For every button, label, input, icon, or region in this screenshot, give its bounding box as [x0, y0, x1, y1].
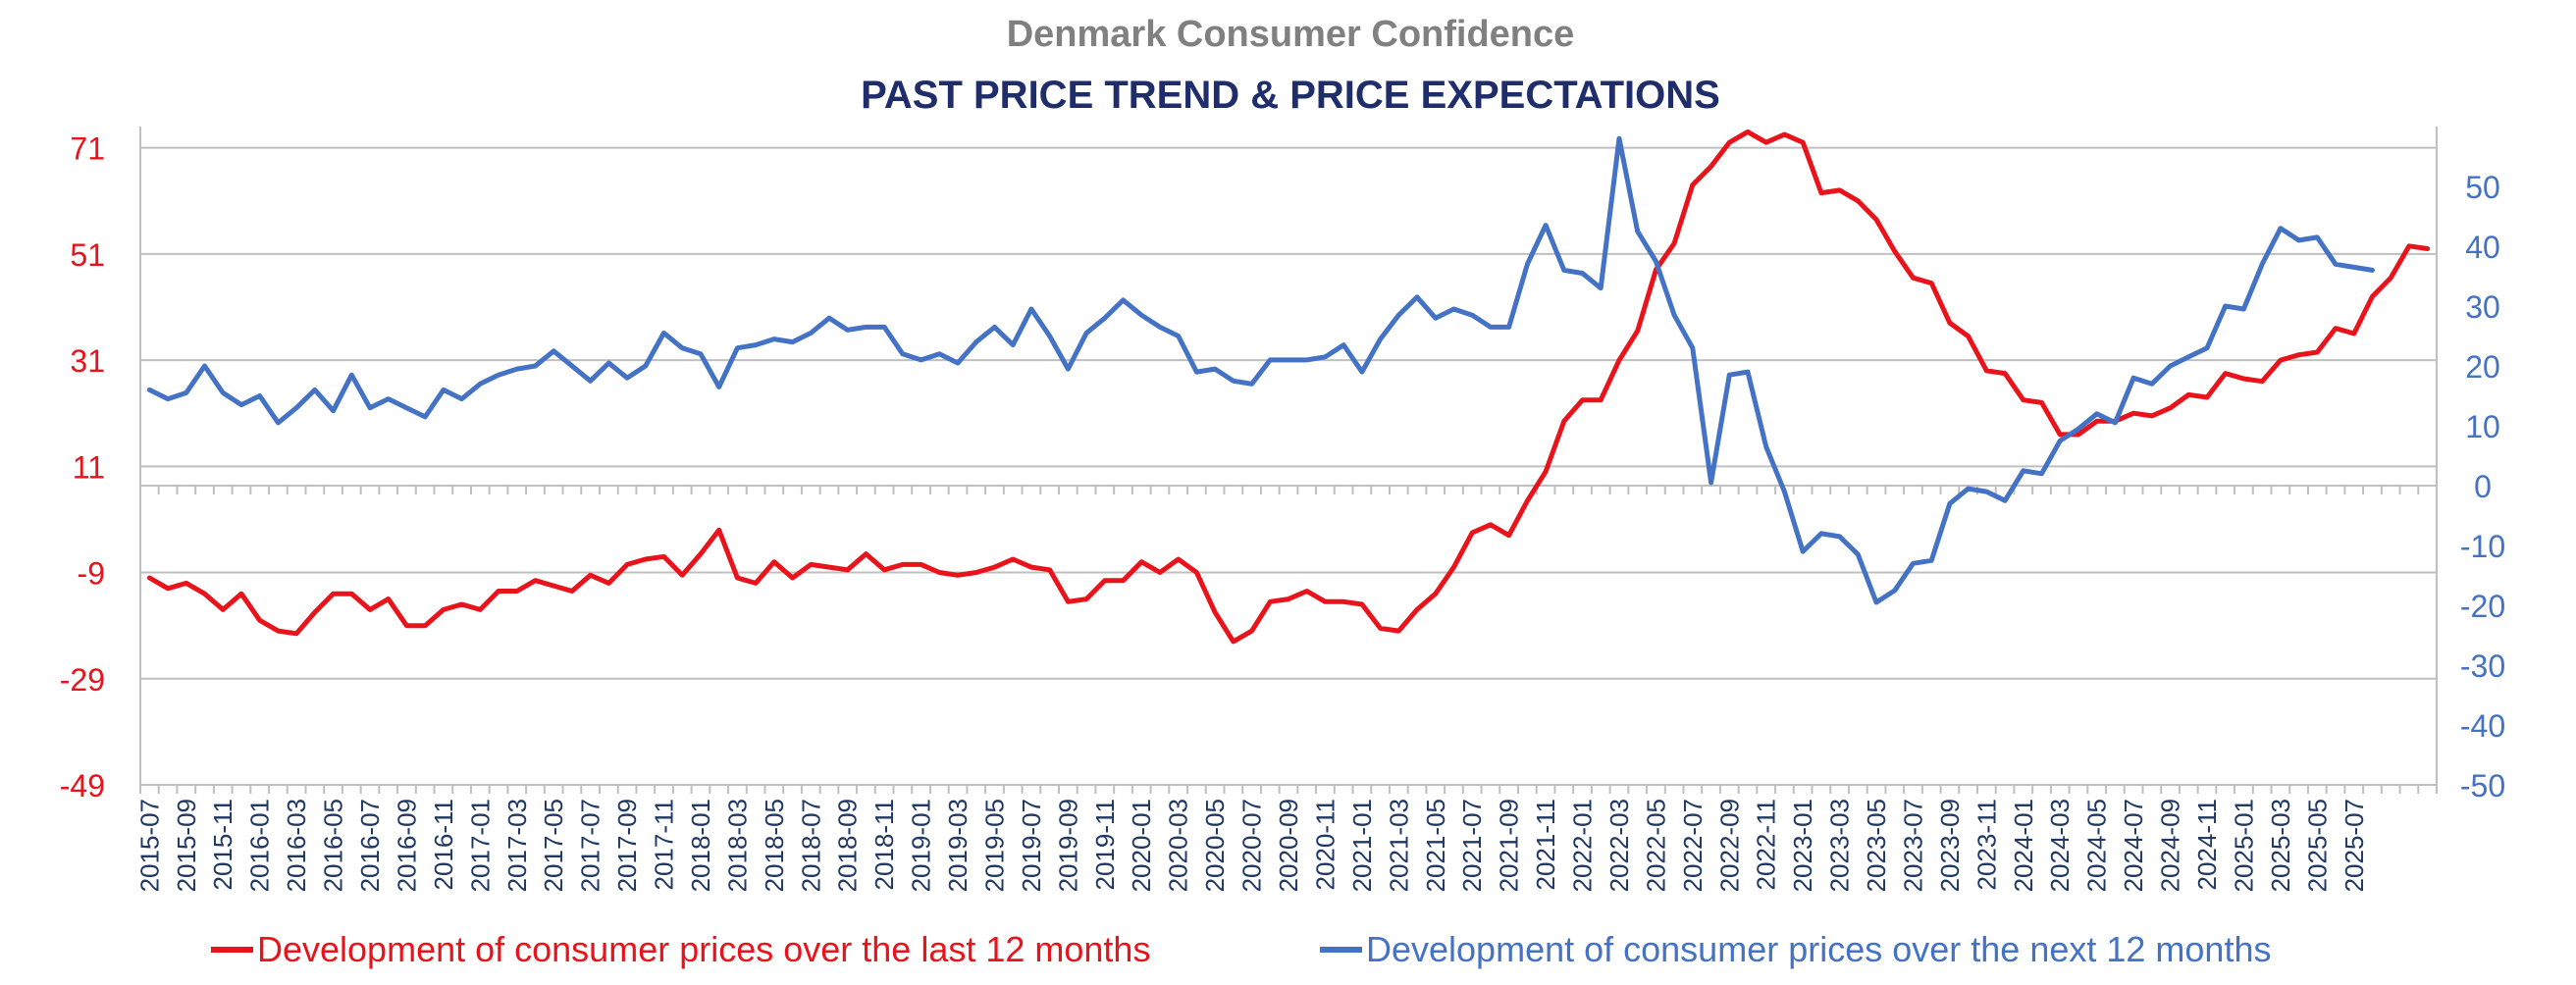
x-tick-label: 2023-03	[1825, 799, 1855, 892]
x-tick-label: 2025-05	[2302, 799, 2332, 892]
x-tick-label: 2020-07	[1237, 799, 1267, 892]
y-right-tick-label: 0	[2474, 469, 2492, 504]
y-right-tick-label: -40	[2460, 708, 2505, 744]
legend: Development of consumer prices over the …	[211, 929, 2271, 969]
y-right-tick-label: 30	[2465, 289, 2500, 325]
x-tick-label: 2018-05	[760, 799, 789, 892]
x-tick-label: 2017-03	[502, 799, 532, 892]
x-tick-label: 2019-11	[1090, 799, 1120, 891]
y-right-tick-label: 40	[2465, 230, 2500, 265]
y-right-tick-label: 50	[2465, 170, 2500, 205]
x-tick-label: 2025-01	[2229, 799, 2258, 892]
x-tick-label: 2020-05	[1200, 799, 1230, 892]
y-left-tick-label: 31	[70, 343, 105, 379]
x-tick-label: 2023-09	[1935, 799, 1965, 892]
x-tick-label: 2022-07	[1678, 799, 1708, 892]
x-tick-label: 2018-03	[722, 799, 752, 892]
x-tick-label: 2019-07	[1017, 799, 1046, 892]
x-tick-label: 2025-07	[2339, 799, 2369, 892]
y-left-tick-label: 71	[70, 131, 105, 167]
y-right-tick-label: -20	[2460, 589, 2505, 624]
x-tick-label: 2022-05	[1641, 799, 1670, 892]
y-right-tick-label: -10	[2460, 529, 2505, 564]
chart-title: Denmark Consumer Confidence	[1007, 14, 1575, 55]
x-tick-label: 2023-05	[1862, 799, 1891, 892]
x-tick-label: 2025-03	[2266, 799, 2295, 892]
x-tick-label: 2024-11	[2192, 799, 2222, 891]
y-right-tick-label: 10	[2465, 409, 2500, 444]
x-tick-label: 2018-01	[686, 799, 715, 892]
x-tick-label: 2022-09	[1714, 799, 1744, 892]
x-tick-label: 2018-11	[869, 799, 899, 891]
legend-label-past-trend: Development of consumer prices over the …	[257, 929, 1150, 969]
x-tick-label: 2021-09	[1495, 799, 1524, 892]
x-tick-label: 2022-11	[1752, 799, 1781, 891]
y-left-tick-label: 11	[73, 449, 105, 485]
axes: 71 51 31 11 -9 -29 -49 50 40 30 20 10 0 -10 -20 -30 -40 -…	[60, 127, 2505, 892]
x-tick-label: 2016-05	[319, 799, 348, 892]
x-tick-label: 2015-07	[134, 799, 164, 892]
x-tick-label: 2016-07	[355, 799, 385, 892]
x-tick-label: 2015-11	[208, 799, 237, 891]
chart-subtitle: PAST PRICE TREND & PRICE EXPECTATIONS	[861, 74, 1720, 117]
x-tick-label: 2021-01	[1347, 799, 1377, 892]
x-tick-label: 2017-11	[650, 799, 679, 891]
x-tick-label: 2018-09	[833, 799, 863, 892]
series-lines	[146, 129, 2431, 645]
series-line-past-trend	[146, 129, 2431, 645]
x-tick-label: 2020-11	[1310, 799, 1340, 891]
x-tick-label: 2021-03	[1384, 799, 1413, 892]
x-tick-label: 2017-07	[576, 799, 605, 892]
x-tick-label: 2024-05	[2082, 799, 2112, 892]
legend-label-expectations: Development of consumer prices over the …	[1366, 929, 2271, 969]
y-left-tick-label: -9	[78, 556, 105, 592]
x-tick-label: 2020-09	[1274, 799, 1303, 892]
x-tick-label: 2023-07	[1898, 799, 1927, 892]
series-line-expectations	[146, 135, 2375, 605]
x-tick-label: 2024-09	[2156, 799, 2185, 892]
x-tick-label: 2015-09	[172, 799, 201, 892]
x-tick-label: 2016-01	[245, 799, 275, 892]
y-right-tick-label: 20	[2465, 349, 2500, 385]
x-tick-label: 2024-07	[2119, 799, 2148, 892]
x-tick-label: 2022-01	[1568, 799, 1598, 892]
x-tick-label: 2017-05	[539, 799, 568, 892]
x-tick-label: 2021-05	[1421, 799, 1450, 892]
x-tick-label: 2017-09	[612, 799, 642, 892]
y-left-tick-label: -49	[60, 768, 105, 804]
x-tick-label: 2016-11	[429, 799, 458, 891]
y-left-tick-label: -29	[60, 662, 105, 698]
x-tick-label: 2023-11	[1971, 799, 2001, 891]
x-tick-label: 2023-01	[1788, 799, 1817, 892]
x-tick-label: 2020-03	[1164, 799, 1193, 892]
x-tick-label: 2020-01	[1127, 799, 1156, 892]
x-tick-label: 2017-01	[465, 799, 495, 892]
x-tick-label: 2021-07	[1457, 799, 1487, 892]
x-tick-label: 2019-05	[979, 799, 1009, 892]
x-tick-label: 2016-03	[282, 799, 311, 892]
x-tick-label: 2024-01	[2009, 799, 2038, 892]
grid-lines	[140, 146, 2437, 786]
x-tick-label: 2021-11	[1531, 799, 1560, 891]
x-tick-label: 2019-01	[907, 799, 936, 892]
x-tick-label: 2018-07	[796, 799, 825, 892]
x-tick-label: 2016-09	[392, 799, 421, 892]
y-right-tick-label: -50	[2460, 768, 2505, 804]
x-tick-label: 2022-03	[1604, 799, 1634, 892]
x-tick-label: 2024-03	[2045, 799, 2075, 892]
x-tick-label: 2019-03	[943, 799, 973, 892]
x-tick-label: 2019-09	[1053, 799, 1082, 892]
y-right-tick-label: -30	[2460, 648, 2505, 684]
y-left-tick-label: 51	[70, 237, 105, 273]
